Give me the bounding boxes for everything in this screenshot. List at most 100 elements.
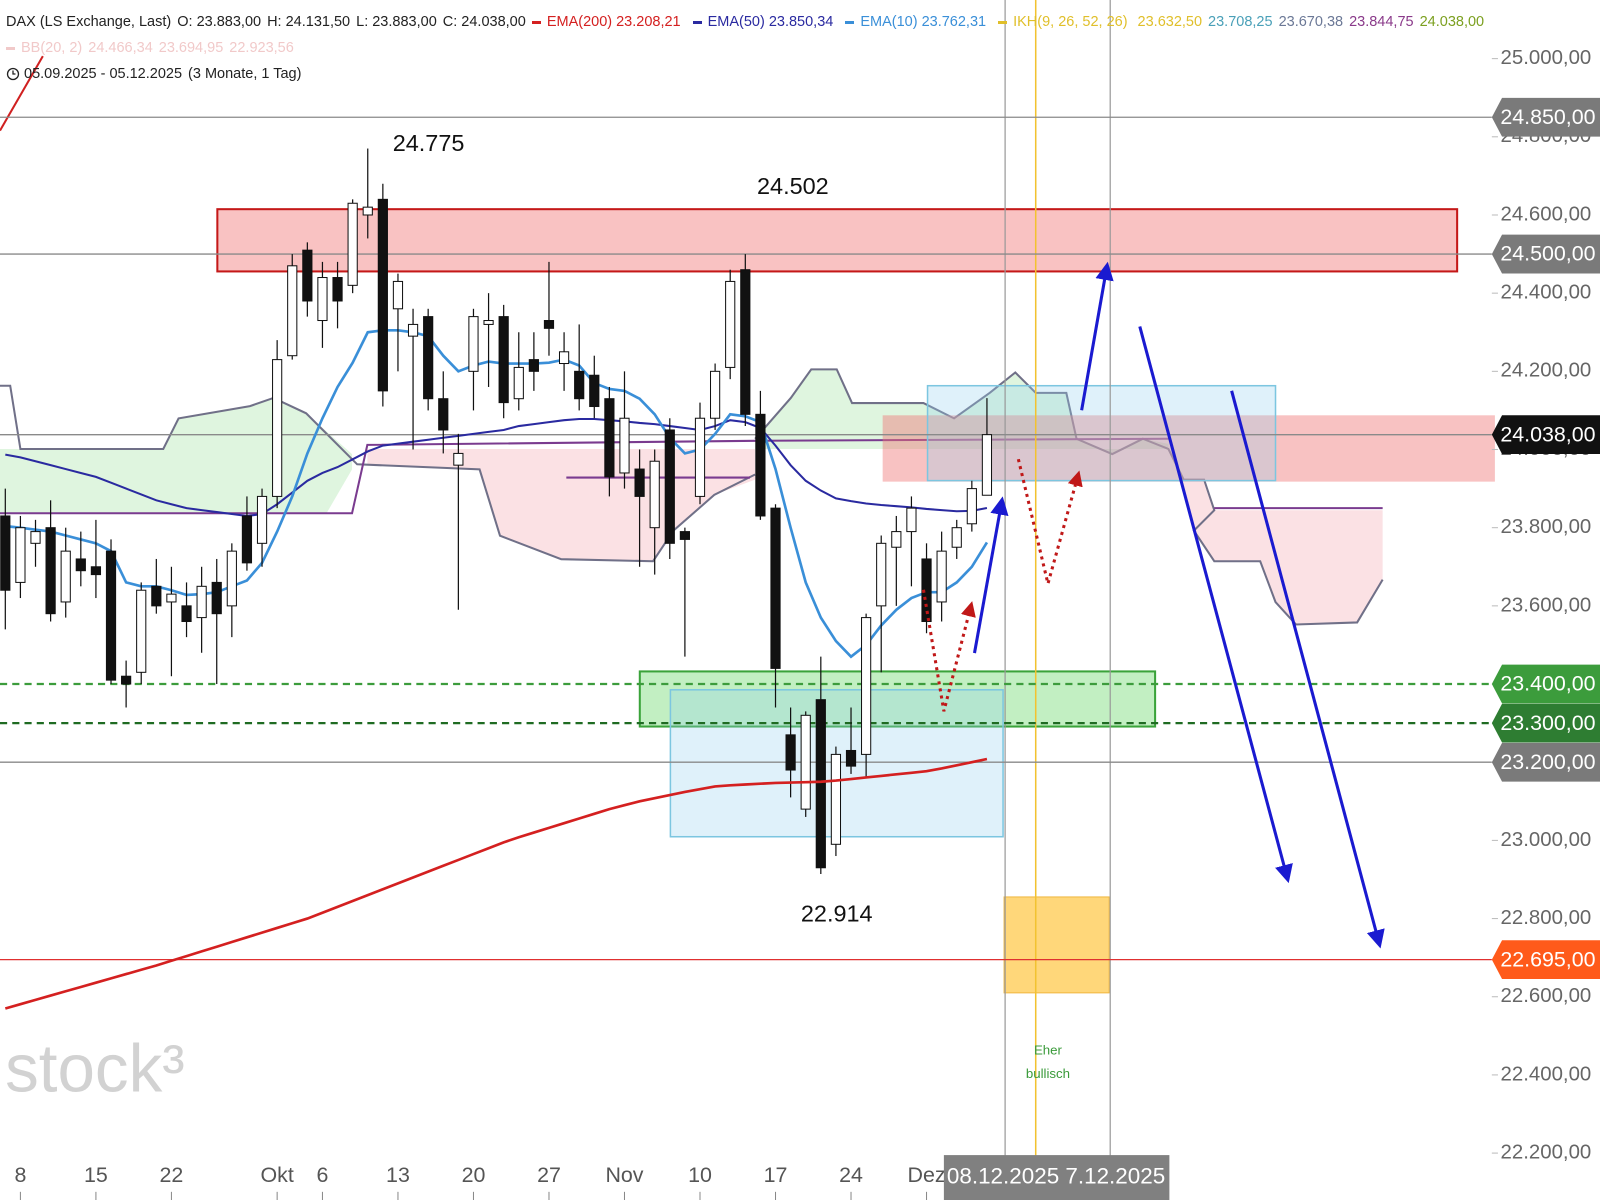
candle-body	[906, 507, 917, 533]
cloud	[755, 369, 1169, 455]
candle-body	[921, 558, 932, 623]
candle-body	[981, 434, 993, 496]
candle-body	[90, 566, 102, 576]
legend-header: DAX (LS Exchange, Last) O: 23.883,00 H: …	[6, 9, 1490, 87]
instrument: DAX (LS Exchange, Last)	[6, 14, 172, 30]
x-tick-label: Dez	[907, 1163, 945, 1187]
legend-value: 24.038,00	[1419, 14, 1485, 30]
legend-item: EMA(10) 23.762,31	[845, 9, 992, 35]
arrow	[1138, 326, 1293, 884]
ohlc: C: 24.038,00	[442, 14, 526, 30]
candle-body	[861, 617, 872, 755]
candle-body	[151, 585, 162, 607]
annotation: 24.502	[757, 173, 829, 199]
price-tag-label: 23.300,00	[1500, 711, 1595, 735]
legend-swatch	[998, 20, 1008, 24]
resistance-zone	[216, 208, 1459, 273]
candle-body	[800, 714, 811, 810]
candle-body	[528, 359, 539, 372]
price-tag	[1491, 415, 1600, 455]
indicator-line	[5, 418, 988, 517]
candle-body	[105, 550, 117, 681]
candle-body	[966, 488, 977, 525]
y-tick-label: 22.400,00	[1501, 1063, 1592, 1085]
annotation: Eher	[1034, 1043, 1063, 1058]
watermark: stock³	[5, 1031, 185, 1106]
bb-line	[0, 55, 44, 132]
candle-body	[362, 206, 373, 216]
date-range: 05.09.2025 - 05.12.2025	[24, 66, 183, 82]
arrow	[1230, 390, 1385, 949]
candle-body	[241, 515, 253, 564]
x-tick-label: 17	[764, 1163, 788, 1187]
candle-body	[634, 468, 645, 497]
arrow	[1080, 261, 1114, 411]
y-tick-label: 23.000,00	[1501, 829, 1592, 851]
candle-body	[558, 351, 570, 365]
candle-body	[332, 277, 343, 302]
candle-body	[392, 280, 404, 310]
y-tick-label: 24.600,00	[1501, 203, 1592, 225]
candle-body	[513, 366, 524, 400]
candle-body	[0, 515, 11, 591]
legend-name: IKH(9, 26, 52, 26)	[1013, 14, 1128, 30]
drawings	[0, 0, 1495, 1174]
date-marker: 7.12.2025	[1065, 1163, 1165, 1188]
price-tag	[1491, 97, 1600, 137]
y-tick-label: 25.000,00	[1501, 47, 1592, 69]
legend-value: 23.762,31	[921, 14, 987, 30]
legend-swatch	[531, 20, 541, 24]
candle-body	[30, 531, 41, 544]
candle-body	[453, 452, 464, 466]
candle-body	[543, 320, 555, 329]
price-tag-label: 23.200,00	[1500, 750, 1595, 774]
cloud	[0, 397, 353, 514]
candle-body	[891, 531, 902, 548]
candle-body	[649, 460, 660, 529]
candle-body	[60, 550, 71, 603]
x-tick-label: 15	[84, 1163, 108, 1187]
candle-body	[740, 269, 751, 415]
date-marker-box	[943, 1155, 1170, 1200]
x-tick-label: 27	[537, 1163, 561, 1187]
legend-value: 23.708,25	[1208, 14, 1273, 30]
indicator-line	[5, 328, 989, 659]
legend-swatch	[845, 20, 855, 24]
candle-body	[725, 280, 736, 368]
y-tick-label: 24.400,00	[1501, 282, 1592, 304]
legend-name: EMA(50)	[707, 14, 765, 30]
y-tick-label: 22.200,00	[1501, 1141, 1592, 1163]
arrow	[972, 496, 1009, 654]
legend-name: BB(20, 2)	[21, 40, 83, 56]
price-tag	[1491, 664, 1600, 704]
candle-body	[830, 753, 842, 845]
candle-body	[694, 417, 706, 497]
y-tick-label: 23.800,00	[1501, 516, 1592, 538]
annotation: 22.914	[801, 901, 873, 927]
candle-body	[211, 581, 222, 615]
candle-body	[75, 558, 86, 572]
price-tag	[1491, 234, 1600, 274]
legend-value: 22.923,56	[229, 40, 294, 56]
candle-body	[604, 398, 615, 478]
indicator-line	[4, 757, 988, 1010]
date-range-note: (3 Monate, 1 Tag)	[188, 66, 302, 82]
price-tag-label: 24.038,00	[1500, 422, 1595, 446]
candle-body	[166, 593, 177, 603]
candle-body	[951, 527, 962, 548]
candle-body	[256, 495, 268, 544]
candle-body	[287, 265, 298, 357]
support-zone	[638, 670, 1157, 728]
legend-name: EMA(200)	[546, 14, 613, 30]
candle-body	[407, 323, 419, 337]
candle-body	[876, 542, 887, 607]
candle-body	[755, 413, 766, 517]
candle-body	[845, 749, 857, 767]
candle-body	[709, 370, 721, 419]
legend-value: 23.632,50	[1137, 14, 1203, 30]
legend-item: EMA(200) 23.208,21	[531, 9, 687, 35]
candle-body	[347, 202, 358, 286]
price-tag	[1491, 742, 1600, 782]
x-tick-label: 22	[160, 1163, 184, 1187]
